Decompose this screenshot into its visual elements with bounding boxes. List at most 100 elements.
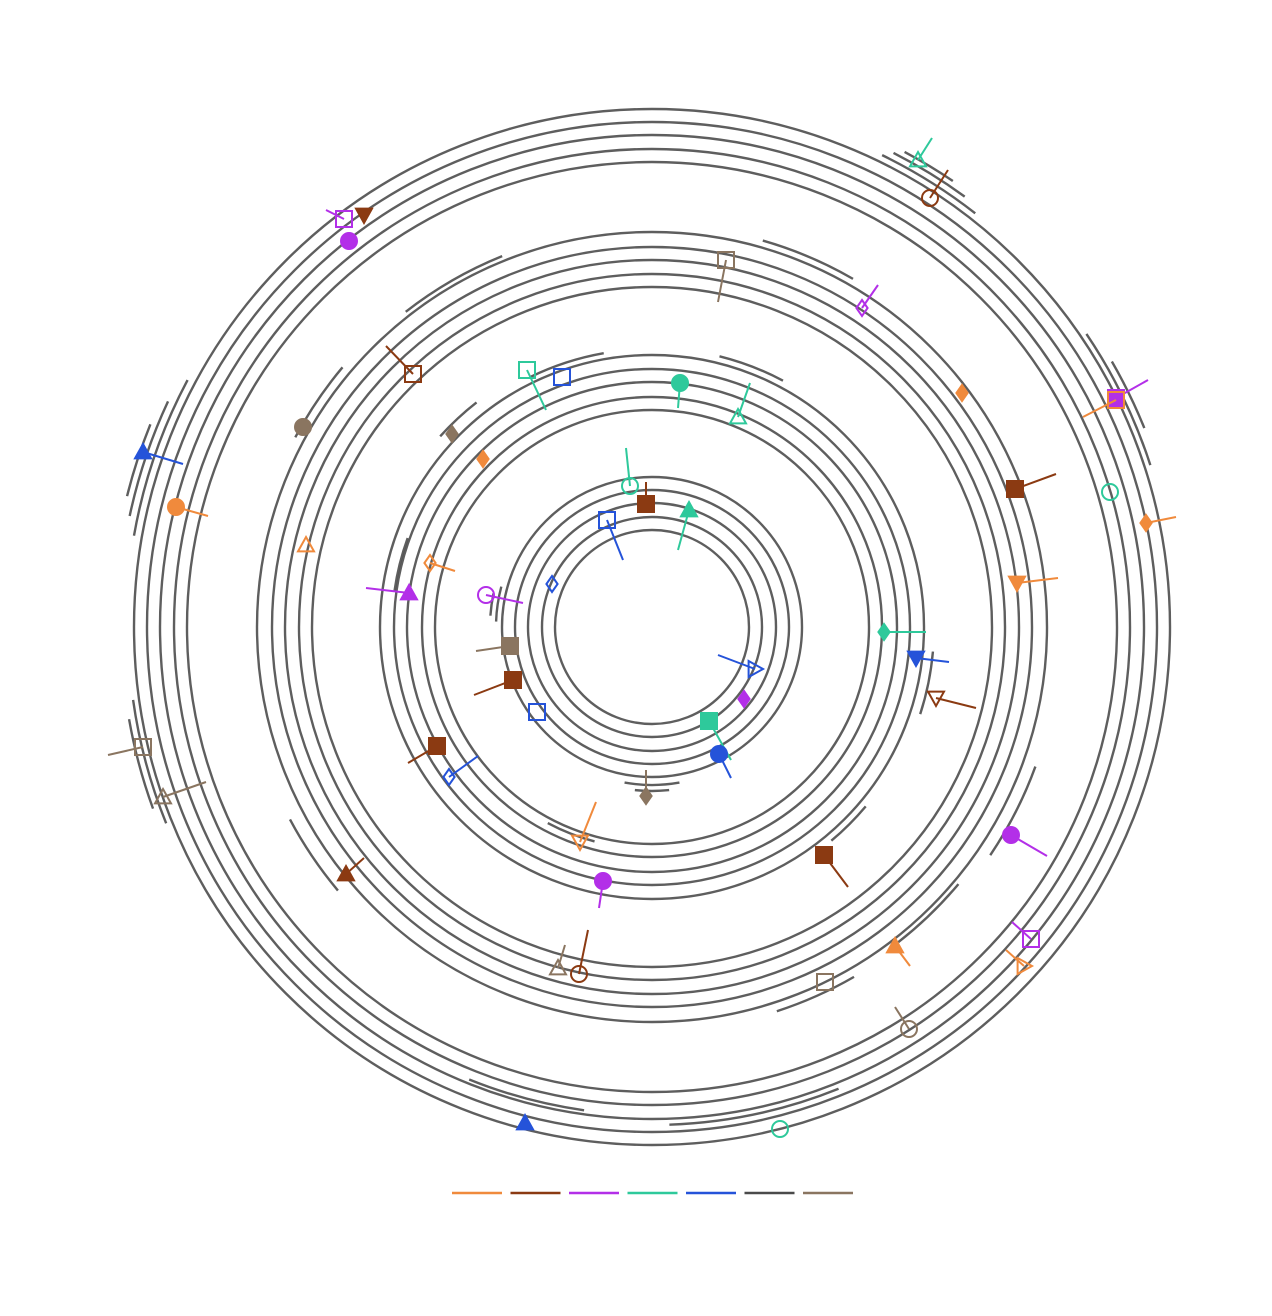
- arc-segment: [127, 718, 155, 810]
- marker: [679, 499, 699, 518]
- ring: [392, 367, 912, 887]
- marker: [518, 361, 536, 379]
- ring: [310, 285, 994, 969]
- marker-tail: [915, 657, 950, 663]
- marker-tail: [935, 697, 977, 709]
- ring: [405, 380, 899, 874]
- marker: [921, 189, 939, 207]
- arc-segment: [624, 781, 680, 787]
- ring: [540, 515, 764, 739]
- marker: [133, 441, 153, 460]
- marker-tail: [448, 755, 479, 778]
- marker: [594, 872, 612, 890]
- arc-segment: [719, 355, 784, 382]
- marker: [504, 671, 522, 689]
- arc-segment: [762, 239, 854, 280]
- marker: [167, 498, 185, 516]
- marker: [545, 574, 559, 594]
- marker: [747, 659, 766, 679]
- marker: [476, 449, 490, 469]
- arc-segment: [634, 788, 670, 793]
- marker: [855, 298, 869, 318]
- arc-segment: [125, 423, 152, 497]
- ring: [270, 245, 1034, 1009]
- marker: [570, 965, 588, 983]
- marker-tail: [385, 345, 414, 375]
- ring: [553, 528, 751, 726]
- ring: [513, 488, 791, 766]
- marker: [816, 973, 834, 991]
- arc-segment: [404, 255, 503, 313]
- marker: [717, 251, 735, 269]
- marker: [296, 534, 316, 553]
- ring: [378, 353, 926, 901]
- marker: [908, 149, 928, 168]
- marker: [528, 703, 546, 721]
- marker: [1022, 930, 1040, 948]
- marker: [404, 365, 422, 383]
- marker: [771, 1120, 789, 1138]
- arc-segment: [439, 401, 478, 438]
- markers: [107, 137, 1177, 1138]
- ring: [500, 475, 804, 779]
- marker: [1107, 391, 1125, 409]
- marker-tail: [485, 594, 524, 604]
- marker: [153, 786, 173, 805]
- marker: [737, 689, 751, 709]
- marker: [598, 511, 616, 529]
- arc-segment: [1110, 360, 1146, 429]
- arc-segment: [989, 766, 1037, 856]
- arc-segment: [393, 537, 409, 591]
- marker: [700, 712, 718, 730]
- marker: [515, 1112, 535, 1131]
- arc-segment: [904, 150, 954, 182]
- marker: [1007, 575, 1027, 594]
- marker: [637, 495, 655, 513]
- ring: [526, 501, 778, 753]
- arc-segment: [892, 151, 966, 198]
- marker-tail: [1082, 399, 1117, 418]
- arc-segment: [897, 883, 960, 944]
- marker: [900, 1020, 918, 1038]
- ring: [255, 230, 1049, 1024]
- marker: [294, 418, 312, 436]
- marker: [639, 786, 653, 806]
- marker-tail: [162, 781, 207, 798]
- ring: [297, 272, 1007, 982]
- marker: [906, 650, 926, 669]
- marker: [354, 207, 374, 226]
- marker-tail: [894, 1006, 910, 1030]
- marker-tail: [557, 944, 566, 969]
- arc-segment: [131, 699, 168, 824]
- marker: [553, 368, 571, 386]
- arc-segment: [529, 352, 604, 379]
- marker: [815, 846, 833, 864]
- marker: [1002, 826, 1020, 844]
- ring: [132, 107, 1172, 1147]
- arc-segment: [494, 586, 503, 622]
- marker-tail: [1005, 949, 1025, 967]
- marker: [955, 383, 969, 403]
- ring: [145, 120, 1159, 1134]
- marker: [442, 767, 456, 787]
- marker-tail: [365, 587, 410, 594]
- arc-segment: [468, 1078, 585, 1112]
- marker: [340, 232, 358, 250]
- ring: [172, 147, 1132, 1107]
- marker: [621, 477, 639, 495]
- marker: [1006, 480, 1024, 498]
- marker: [335, 210, 353, 228]
- marker: [877, 622, 891, 642]
- marker-tail: [606, 519, 624, 561]
- marker: [423, 553, 437, 573]
- arc-segment: [776, 975, 855, 1013]
- marker: [671, 374, 689, 392]
- marker: [926, 690, 946, 709]
- arc-segment: [830, 805, 867, 842]
- marker-tail: [929, 169, 949, 199]
- ring: [420, 395, 884, 859]
- arc-segment: [669, 1087, 840, 1126]
- marker-tail: [625, 447, 631, 487]
- marker: [134, 738, 152, 756]
